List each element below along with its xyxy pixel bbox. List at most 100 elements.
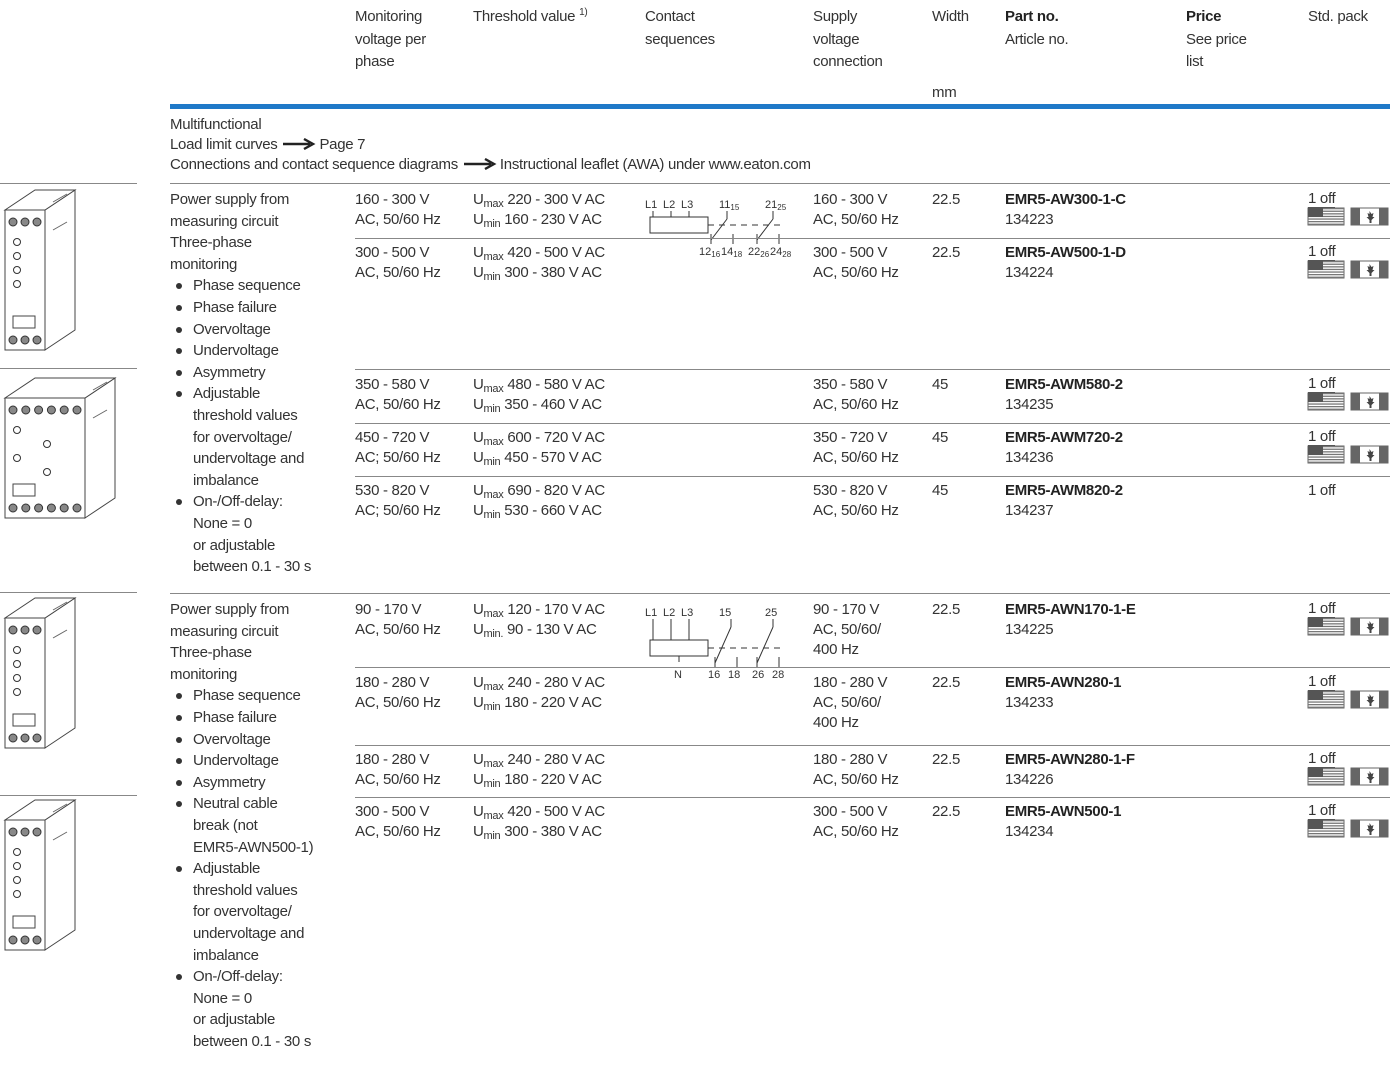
threshold: Umin 450 - 570 V AC [473, 448, 602, 468]
column-title: Part no. [1005, 8, 1059, 25]
symbol-sub: min. [483, 628, 504, 640]
symbol: U [473, 449, 484, 466]
article-no: 134236 [1005, 449, 1054, 466]
display [12, 915, 36, 929]
feature: threshold values [193, 407, 298, 424]
maple-leaf [1366, 449, 1375, 461]
supply-voltage: 160 - 300 V [813, 191, 888, 208]
knob [13, 454, 21, 462]
article-no: 134225 [1005, 621, 1054, 638]
std-pack: 1 off [1308, 482, 1336, 499]
diagram-label: N [674, 669, 682, 681]
reference-text: Connections and contact sequence diagram… [170, 156, 458, 173]
diagram-label: 21 [765, 199, 778, 211]
monitoring-voltage: 300 - 500 V [355, 244, 430, 261]
diagram-label: L1 [645, 603, 657, 623]
rule [170, 593, 1390, 594]
column-header: Threshold value [473, 8, 576, 25]
diagram-label: 1418 [721, 242, 742, 262]
terminal [20, 625, 30, 635]
feature: Undervoltage [193, 752, 279, 770]
monitoring-voltage: AC, 50/60 Hz [355, 694, 441, 711]
width: 45 [932, 429, 949, 446]
flag-stripe [1308, 400, 1344, 403]
flag-stripe [1308, 208, 1344, 210]
monitoring-voltage: AC, 50/60 Hz [355, 771, 441, 788]
diagram-label: L2 [663, 603, 675, 623]
diagram-label: 2125 [765, 195, 786, 215]
range: 300 - 380 V AC [504, 264, 602, 281]
rule [355, 667, 1390, 668]
flag-stripe [1308, 406, 1344, 408]
diagram-label: 15 [719, 603, 731, 623]
bullet [176, 866, 182, 873]
monitoring-voltage: 450 - 720 V [355, 429, 430, 446]
flag-stripe [1308, 781, 1344, 783]
bullet [176, 283, 182, 290]
knob [13, 862, 21, 870]
range: 420 - 500 V AC [507, 244, 605, 261]
symbol: U [473, 621, 484, 638]
std-pack: 1 off [1308, 750, 1336, 768]
part-no: EMR5-AWN280-1-F [1005, 751, 1135, 768]
feature: threshold values [193, 881, 298, 899]
monitoring-voltage: 180 - 280 V [355, 674, 430, 691]
range: 90 - 130 V AC [507, 621, 597, 638]
threshold: Umin 160 - 230 V AC [473, 210, 602, 230]
terminal [8, 935, 18, 945]
symbol: U [473, 502, 484, 519]
product-image [44, 597, 76, 749]
flag-stripe [1308, 268, 1344, 271]
terminal [32, 217, 42, 227]
knob [43, 440, 51, 448]
diagram-label: 25 [765, 607, 778, 619]
flag-band [1351, 446, 1360, 463]
terminal [20, 217, 30, 227]
rule [170, 104, 1390, 109]
flag-stripe [1308, 263, 1344, 265]
flag-stripe [1308, 213, 1344, 215]
monitoring-voltage: AC, 50/60 Hz [355, 264, 441, 281]
flag-stripe [1308, 403, 1344, 405]
bullet [176, 305, 182, 311]
threshold: Umax 690 - 820 V AC [473, 481, 605, 501]
feature: between 0.1 - 30 s [193, 558, 312, 576]
feature: for overvoltage/ [193, 903, 292, 921]
flag-stripe [1308, 620, 1344, 622]
maple-leaf [1366, 396, 1375, 408]
product-image [4, 617, 46, 749]
bullet [176, 693, 182, 700]
feature: Phase sequence [193, 277, 301, 295]
flag-stripe [1308, 271, 1344, 273]
article-no: 134235 [1005, 396, 1054, 413]
supply-voltage: 300 - 500 V [813, 803, 888, 820]
range: 350 - 460 V AC [504, 396, 602, 413]
threshold: Umax 420 - 500 V AC [473, 243, 605, 263]
feature: None = 0 [193, 989, 252, 1007]
threshold: Umin 350 - 460 V AC [473, 395, 602, 415]
column-header: Std. pack [1308, 8, 1368, 25]
range: 690 - 820 V AC [507, 482, 605, 499]
feature: EMR5-AWN500-1) [193, 838, 314, 856]
std-pack: 1 off [1308, 190, 1336, 208]
flag-canton [1308, 446, 1323, 455]
feature: or adjustable [193, 536, 275, 554]
feature: Adjustable [193, 860, 261, 878]
terminal [72, 503, 82, 513]
symbol-sub: min [483, 271, 501, 283]
knob [13, 876, 21, 884]
product-image [4, 819, 46, 951]
flag-stripe [1308, 448, 1344, 450]
arrow [283, 137, 316, 151]
flag-stripe [1308, 398, 1344, 400]
width: 22.5 [932, 751, 960, 768]
flag-stripe [1308, 408, 1344, 410]
diagram-label-sub: 25 [777, 203, 787, 212]
supply-voltage: 400 Hz [813, 714, 859, 731]
feature: Phase sequence [193, 687, 301, 705]
flag-stripe [1308, 770, 1344, 772]
terminal [8, 405, 18, 415]
diagram-label: L1 [645, 199, 658, 211]
terminal [8, 625, 18, 635]
